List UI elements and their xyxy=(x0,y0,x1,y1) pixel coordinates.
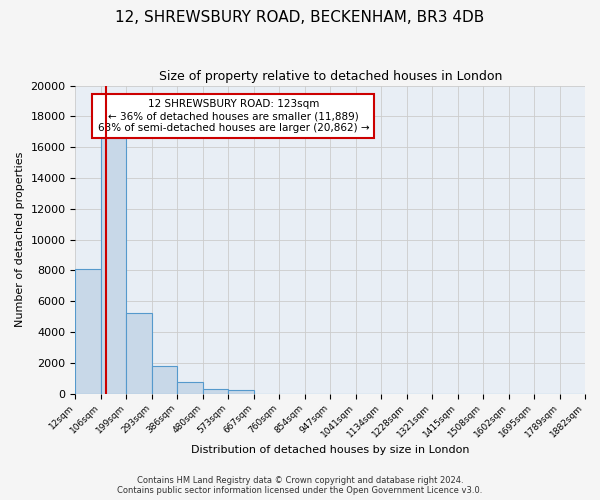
Bar xyxy=(203,389,228,394)
X-axis label: Distribution of detached houses by size in London: Distribution of detached houses by size … xyxy=(191,445,469,455)
Y-axis label: Number of detached properties: Number of detached properties xyxy=(15,152,25,328)
Text: 12, SHREWSBURY ROAD, BECKENHAM, BR3 4DB: 12, SHREWSBURY ROAD, BECKENHAM, BR3 4DB xyxy=(115,10,485,25)
Bar xyxy=(152,366,178,394)
Bar xyxy=(228,390,254,394)
Bar xyxy=(127,312,152,394)
Bar xyxy=(178,382,203,394)
Bar xyxy=(101,138,127,394)
Text: Contains HM Land Registry data © Crown copyright and database right 2024.
Contai: Contains HM Land Registry data © Crown c… xyxy=(118,476,482,495)
Title: Size of property relative to detached houses in London: Size of property relative to detached ho… xyxy=(158,70,502,83)
Bar xyxy=(76,269,101,394)
Text: 12 SHREWSBURY ROAD: 123sqm
← 36% of detached houses are smaller (11,889)
63% of : 12 SHREWSBURY ROAD: 123sqm ← 36% of deta… xyxy=(98,100,369,132)
